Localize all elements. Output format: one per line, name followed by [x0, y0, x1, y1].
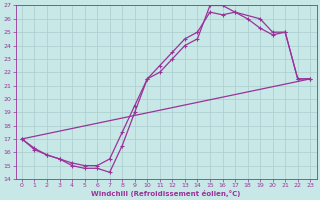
X-axis label: Windchill (Refroidissement éolien,°C): Windchill (Refroidissement éolien,°C)	[92, 190, 241, 197]
